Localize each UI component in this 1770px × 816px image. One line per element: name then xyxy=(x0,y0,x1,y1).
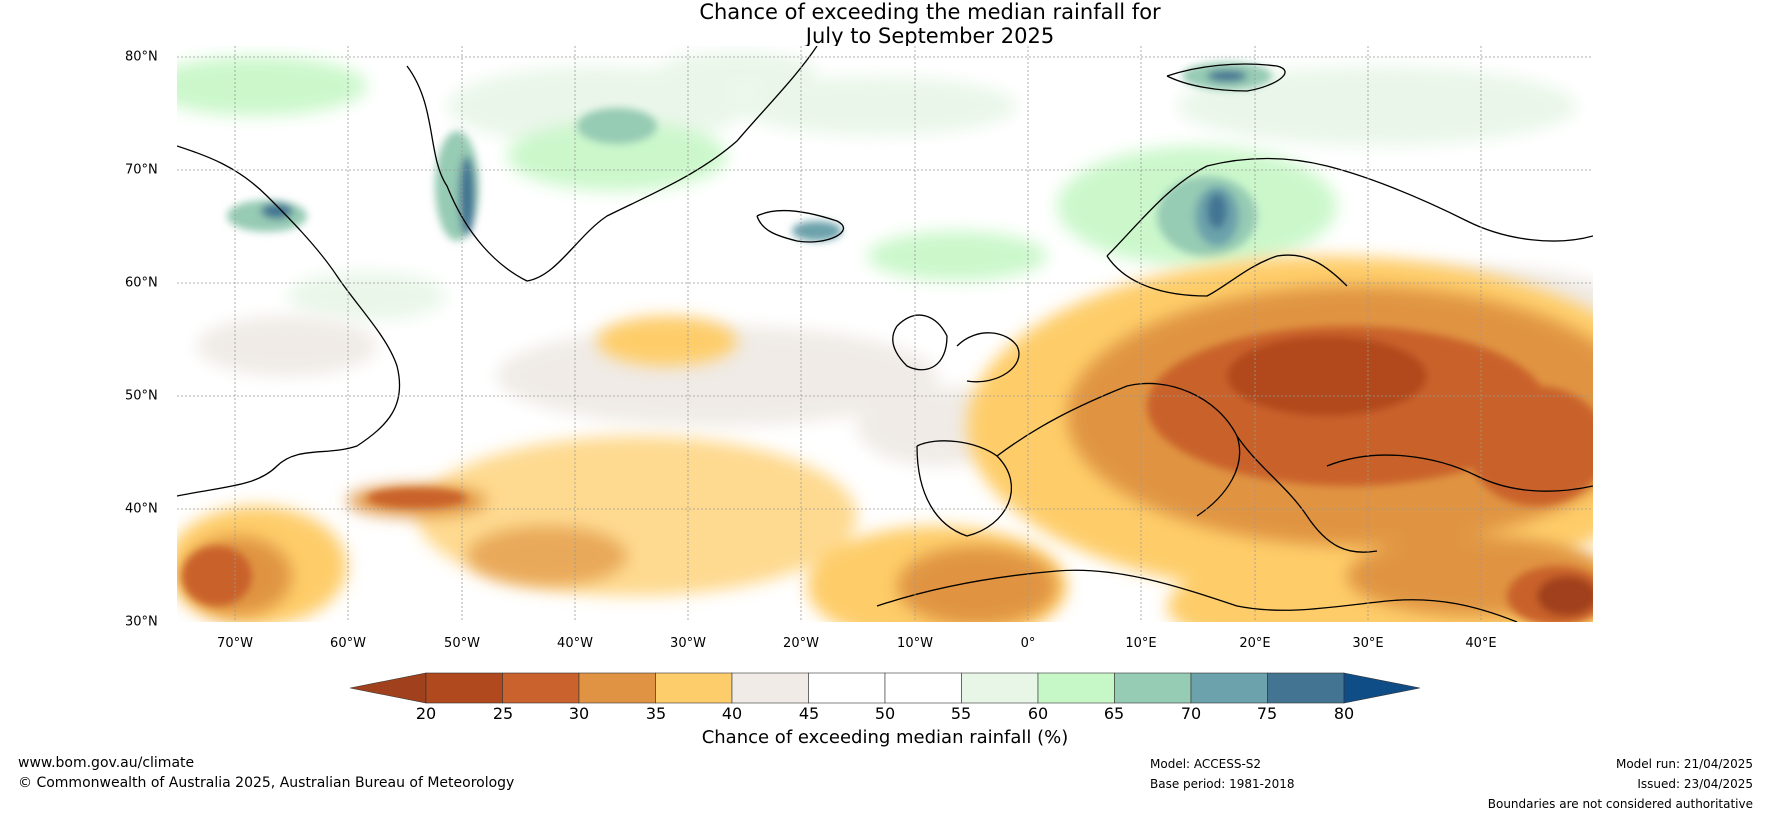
coastlines xyxy=(177,46,1593,622)
lon-label-40e: 40°E xyxy=(1465,636,1497,651)
lon-label-20w: 20°W xyxy=(783,636,819,651)
colorbar-tick-25: 25 xyxy=(492,704,514,723)
colorbar-extend-low xyxy=(350,672,427,704)
colorbar-segment xyxy=(502,672,580,704)
probability-field xyxy=(177,51,1593,622)
model-run-text: Model run: 21/04/2025 xyxy=(1615,757,1753,771)
lon-label-30e: 30°E xyxy=(1352,636,1384,651)
colorbar-tick-30: 30 xyxy=(568,704,590,723)
map-title: Chance of exceeding the median rainfall … xyxy=(0,0,1770,48)
disclaimer-text: Boundaries are not considered authoritat… xyxy=(1487,797,1753,811)
colorbar-tick-20: 20 xyxy=(415,704,437,723)
map-title-line-2: July to September 2025 xyxy=(805,24,1055,48)
lon-label-10e: 10°E xyxy=(1125,636,1157,651)
website-link[interactable]: www.bom.gov.au/climate xyxy=(18,755,195,771)
lat-label-80n: 80°N xyxy=(125,49,158,65)
lon-label-20e: 20°E xyxy=(1239,636,1271,651)
colorbar xyxy=(350,672,1420,704)
colorbar-segment xyxy=(1114,672,1192,704)
colorbar-segment xyxy=(808,672,886,704)
rainfall-map xyxy=(177,46,1593,622)
lat-label-60n: 60°N xyxy=(125,275,158,291)
rainfall-map-canvas xyxy=(177,46,1593,622)
colorbar-tick-50: 50 xyxy=(874,704,896,723)
colorbar-segment xyxy=(731,672,809,704)
lon-label-40w: 40°W xyxy=(557,636,593,651)
lon-label-50w: 50°W xyxy=(444,636,480,651)
colorbar-segment xyxy=(961,672,1039,704)
colorbar-segment xyxy=(1190,672,1268,704)
colorbar-label: Chance of exceeding median rainfall (%) xyxy=(701,727,1069,748)
issued-text: Issued: 23/04/2025 xyxy=(1637,777,1753,791)
colorbar-tick-75: 75 xyxy=(1256,704,1278,723)
model-text: Model: ACCESS-S2 xyxy=(1150,757,1262,771)
colorbar-tick-40: 40 xyxy=(721,704,743,723)
colorbar-segment xyxy=(1267,672,1345,704)
base-period-text: Base period: 1981-2018 xyxy=(1150,777,1295,791)
colorbar-tick-45: 45 xyxy=(798,704,820,723)
lat-label-50n: 50°N xyxy=(125,388,158,404)
colorbar-tick-80: 80 xyxy=(1333,704,1355,723)
colorbar-tick-55: 55 xyxy=(950,704,972,723)
lat-label-30n: 30°N xyxy=(125,614,158,630)
lon-label-60w: 60°W xyxy=(330,636,366,651)
colorbar-tick-65: 65 xyxy=(1103,704,1125,723)
colorbar-segment xyxy=(884,672,962,704)
graticule xyxy=(177,46,1593,622)
map-title-line-1: Chance of exceeding the median rainfall … xyxy=(699,0,1161,24)
colorbar-segment xyxy=(655,672,733,704)
colorbar-segment xyxy=(578,672,656,704)
colorbar-tick-70: 70 xyxy=(1180,704,1202,723)
colorbar-segment xyxy=(425,672,503,704)
lat-label-70n: 70°N xyxy=(125,162,158,178)
colorbar-extend-high xyxy=(1343,672,1420,704)
colorbar-ticks: 20 25 30 35 40 45 50 55 60 65 70 75 80 xyxy=(0,704,1770,724)
lat-label-40n: 40°N xyxy=(125,501,158,517)
lon-label-0: 0° xyxy=(1020,636,1036,651)
copyright-text: © Commonwealth of Australia 2025, Austra… xyxy=(18,775,515,791)
lon-label-30w: 30°W xyxy=(670,636,706,651)
colorbar-tick-35: 35 xyxy=(645,704,667,723)
colorbar-segments xyxy=(350,672,1420,704)
lon-label-10w: 10°W xyxy=(897,636,933,651)
lon-label-70w: 70°W xyxy=(217,636,253,651)
colorbar-segment xyxy=(1037,672,1115,704)
colorbar-tick-60: 60 xyxy=(1027,704,1049,723)
